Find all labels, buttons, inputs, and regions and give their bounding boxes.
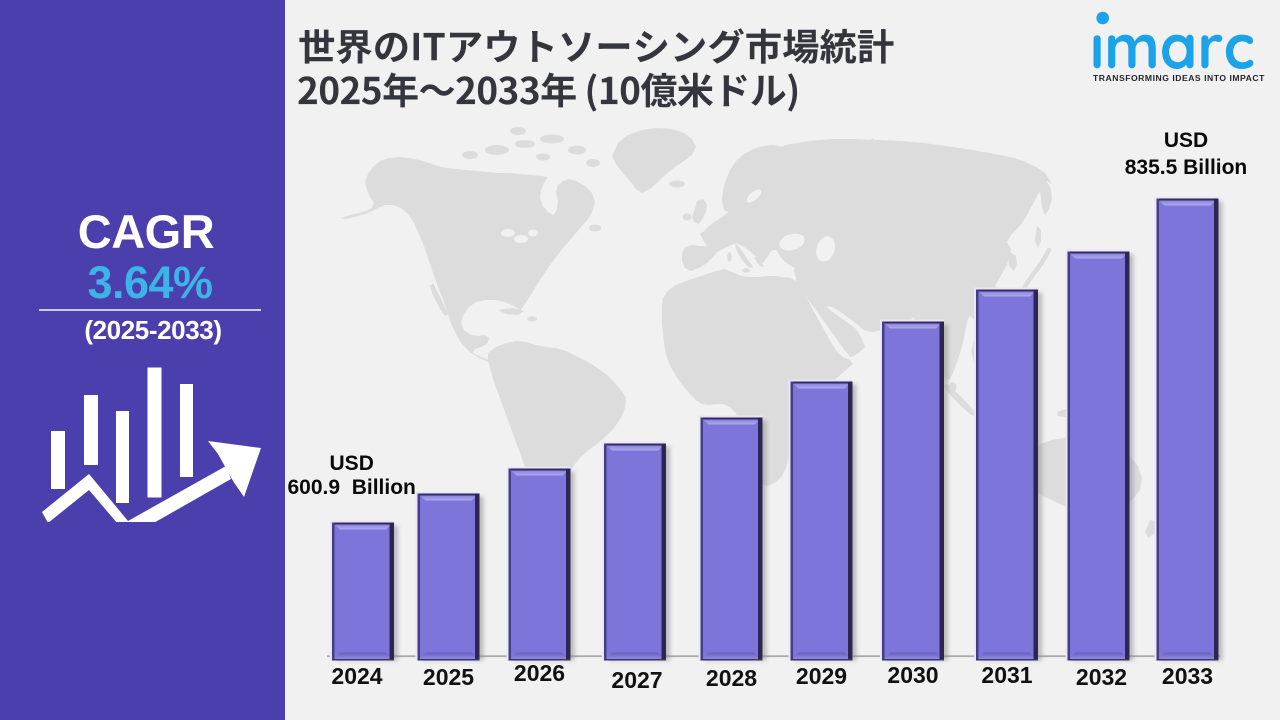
svg-text:TRANSFORMING IDEAS INTO IMPACT: TRANSFORMING IDEAS INTO IMPACT [1093,73,1265,83]
